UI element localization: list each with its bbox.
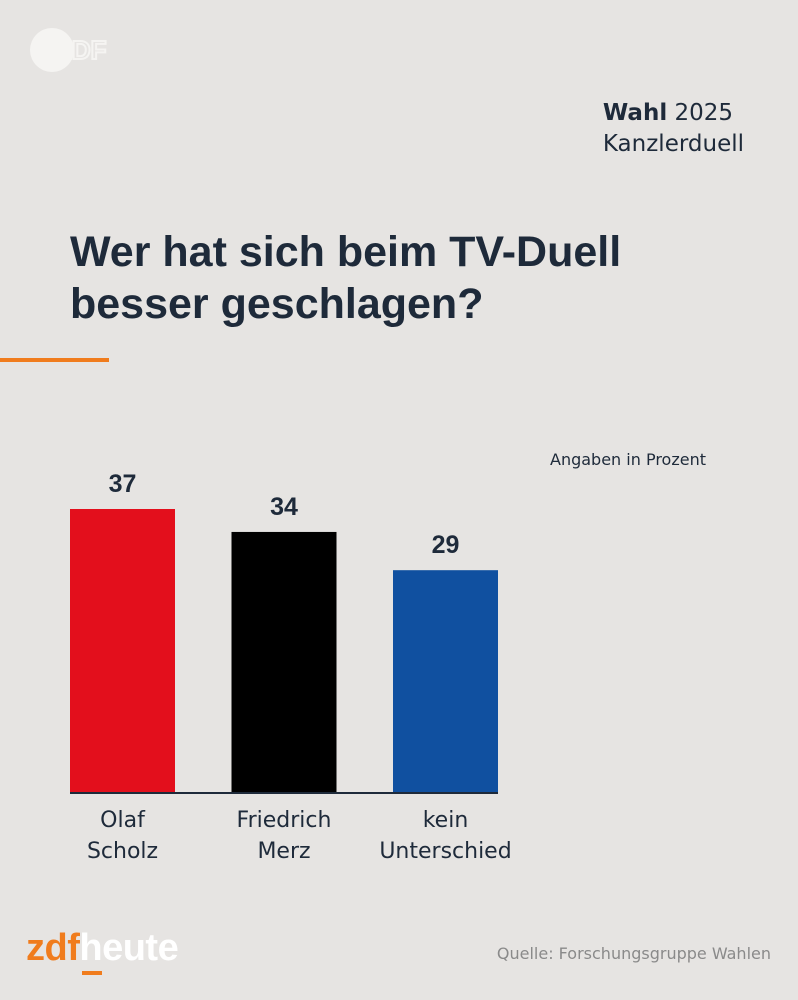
bar-1 (70, 509, 175, 792)
brand-zdf: zdf (26, 927, 80, 969)
zdf-logo-icon: ZDF (30, 28, 108, 72)
category-label-2-line-1: Friedrich (237, 808, 332, 833)
headline: Wer hat sich beim TV-Duell besser geschl… (70, 226, 770, 330)
accent-divider (0, 358, 109, 362)
data-label-2: 34 (270, 493, 298, 521)
brand-heute: heute (79, 927, 179, 969)
bar-3 (393, 570, 498, 792)
bar-2 (231, 531, 337, 792)
tag-sub: Kanzlerduell (602, 131, 744, 157)
category-label-1-line-2: Scholz (87, 839, 158, 864)
headline-line-2: besser geschlagen? (70, 280, 484, 328)
zdf-logo-text: ZDF (56, 35, 107, 65)
category-label-2-line-2: Merz (257, 839, 310, 864)
category-label-3-line-2: Unterschied (379, 839, 511, 864)
unit-note: Angaben in Prozent (550, 450, 706, 469)
tag-bold: Wahl (602, 100, 668, 126)
data-label-1: 37 (109, 470, 137, 498)
category-label-1-line-1: Olaf (100, 808, 146, 833)
data-label-3: 29 (432, 531, 460, 559)
zdfheute-logo: zdfheute (26, 924, 179, 972)
category-label-3-line-1: kein (423, 808, 469, 833)
source-note: Quelle: Forschungsgruppe Wahlen (496, 944, 771, 963)
headline-line-1: Wer hat sich beim TV-Duell (70, 228, 622, 276)
election-tag: Wahl 2025 Kanzlerduell (603, 98, 744, 160)
tag-year: 2025 (674, 100, 734, 126)
